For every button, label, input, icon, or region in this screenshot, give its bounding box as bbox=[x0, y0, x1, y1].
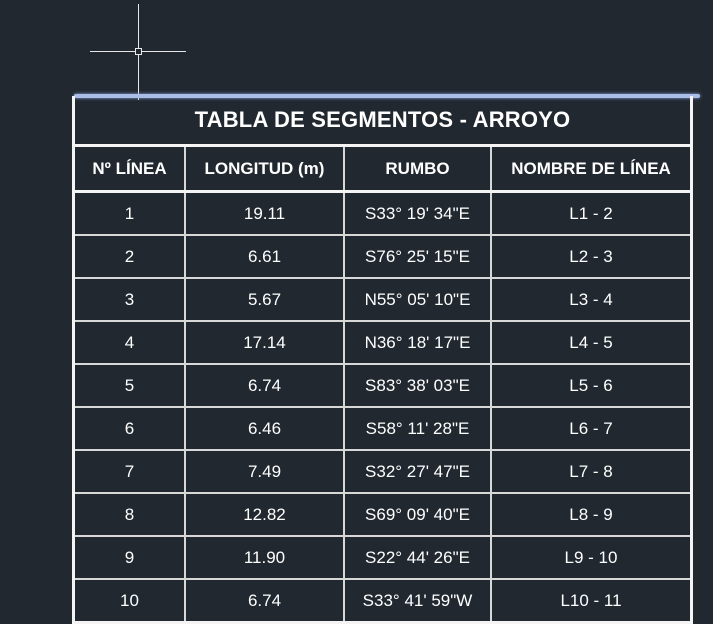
segments-table[interactable]: TABLA DE SEGMENTOS - ARROYO Nº LÍNEA LON… bbox=[72, 96, 693, 624]
cell-length: 6.74 bbox=[186, 365, 345, 406]
cell-length: 17.14 bbox=[186, 322, 345, 363]
cell-bearing: S83° 38' 03"E bbox=[345, 365, 492, 406]
header-line-number: Nº LÍNEA bbox=[75, 147, 186, 190]
cell-bearing: S22° 44' 26"E bbox=[345, 537, 492, 578]
table-row: 5 6.74 S83° 38' 03"E L5 - 6 bbox=[75, 365, 690, 408]
table-row: 10 6.74 S33° 41' 59"W L10 - 11 bbox=[75, 580, 690, 621]
cell-line-number: 7 bbox=[75, 451, 186, 492]
cell-line-number: 10 bbox=[75, 580, 186, 621]
cell-line-number: 1 bbox=[75, 193, 186, 234]
cell-line-number: 3 bbox=[75, 279, 186, 320]
cell-bearing: S32° 27' 47"E bbox=[345, 451, 492, 492]
cell-bearing: N36° 18' 17"E bbox=[345, 322, 492, 363]
cell-line-number: 5 bbox=[75, 365, 186, 406]
cell-length: 6.46 bbox=[186, 408, 345, 449]
cell-bearing: S33° 19' 34"E bbox=[345, 193, 492, 234]
cell-line-name: L1 - 2 bbox=[569, 203, 613, 223]
cell-line-name: L5 - 6 bbox=[569, 375, 613, 395]
cell-bearing: S76° 25' 15"E bbox=[345, 236, 492, 277]
selection-highlight-line[interactable] bbox=[74, 94, 700, 98]
cell-bearing: S69° 09' 40"E bbox=[345, 494, 492, 535]
cell-line-name: L6 - 7 bbox=[569, 418, 613, 438]
cell-bearing: S58° 11' 28"E bbox=[345, 408, 492, 449]
cell-line-name: L10 - 11 bbox=[560, 590, 622, 610]
cell-line-name: L7 - 8 bbox=[569, 461, 613, 481]
header-length: LONGITUD (m) bbox=[186, 147, 345, 190]
cell-line-number: 8 bbox=[75, 494, 186, 535]
cell-line-name: L8 - 9 bbox=[569, 504, 613, 524]
cell-length: 7.49 bbox=[186, 451, 345, 492]
table-row: 6 6.46 S58° 11' 28"E L6 - 7 bbox=[75, 408, 690, 451]
header-bearing: RUMBO bbox=[345, 147, 492, 190]
table-header-row: Nº LÍNEA LONGITUD (m) RUMBO NOMBRE DE LÍ… bbox=[75, 147, 690, 193]
table-body: 1 19.11 S33° 19' 34"E L1 - 2 2 6.61 S76° 25' 1… bbox=[75, 193, 690, 621]
cell-line-name: L2 - 3 bbox=[569, 246, 613, 266]
cell-line-number: 6 bbox=[75, 408, 186, 449]
cell-bearing: N55° 05' 10"E bbox=[345, 279, 492, 320]
cell-length: 11.90 bbox=[186, 537, 345, 578]
cell-line-name: L3 - 4 bbox=[569, 289, 613, 309]
cell-length: 19.11 bbox=[186, 193, 345, 234]
cell-length: 5.67 bbox=[186, 279, 345, 320]
header-line-name: NOMBRE DE LÍNEA bbox=[511, 158, 671, 178]
table-row: 4 17.14 N36° 18' 17"E L4 - 5 bbox=[75, 322, 690, 365]
cell-line-number: 2 bbox=[75, 236, 186, 277]
cell-line-name: L9 - 10 bbox=[564, 547, 618, 567]
table-row: 2 6.61 S76° 25' 15"E L2 - 3 bbox=[75, 236, 690, 279]
cell-bearing: S33° 41' 59"W bbox=[345, 580, 492, 621]
table-row: 1 19.11 S33° 19' 34"E L1 - 2 bbox=[75, 193, 690, 236]
cell-line-number: 4 bbox=[75, 322, 186, 363]
pickbox-icon bbox=[135, 48, 142, 55]
table-row: 8 12.82 S69° 09' 40"E L8 - 9 bbox=[75, 494, 690, 537]
cell-line-number: 9 bbox=[75, 537, 186, 578]
cell-length: 12.82 bbox=[186, 494, 345, 535]
table-row: 7 7.49 S32° 27' 47"E L7 - 8 bbox=[75, 451, 690, 494]
cell-line-name: L4 - 5 bbox=[569, 332, 613, 352]
cell-length: 6.61 bbox=[186, 236, 345, 277]
table-row: 9 11.90 S22° 44' 26"E L9 - 10 bbox=[75, 537, 690, 580]
table-row: 3 5.67 N55° 05' 10"E L3 - 4 bbox=[75, 279, 690, 322]
cell-length: 6.74 bbox=[186, 580, 345, 621]
table-title: TABLA DE SEGMENTOS - ARROYO bbox=[75, 96, 690, 147]
